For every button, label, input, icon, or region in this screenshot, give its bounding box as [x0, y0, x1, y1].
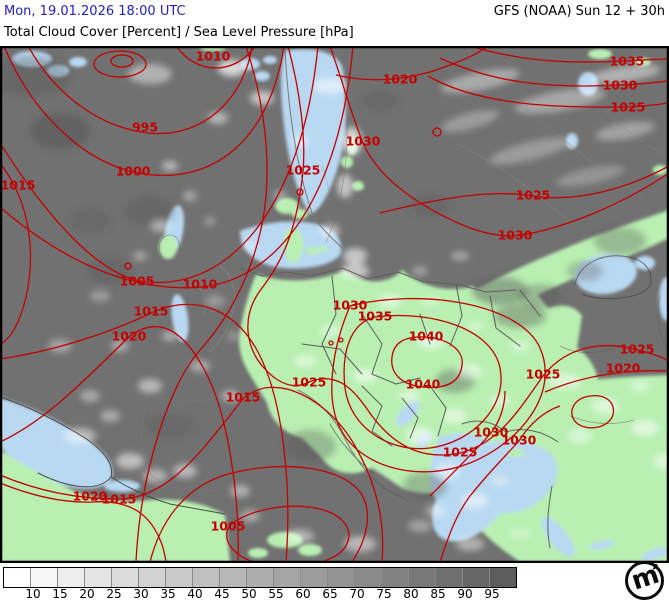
legend-tick: 50 — [241, 587, 257, 601]
isobar-label: 1015 — [134, 304, 169, 319]
isobar-label: 1030 — [333, 298, 368, 313]
isobar-label: 1030 — [502, 433, 537, 448]
map-title: Total Cloud Cover [Percent] / Sea Level … — [4, 25, 354, 40]
legend-tick: 60 — [295, 587, 311, 601]
legend-tick: 20 — [79, 587, 95, 601]
legend-cell — [463, 568, 490, 587]
legend-cell — [490, 568, 516, 587]
isobar-label: 1025 — [611, 100, 646, 115]
isobar-label: 1025 — [526, 367, 561, 382]
model-run-label: GFS (NOAA) Sun 12 + 30h — [493, 4, 665, 19]
legend-cell — [409, 568, 436, 587]
isobar-label: 1035 — [610, 54, 645, 69]
isobar-label: 1020 — [73, 489, 108, 504]
legend-cell — [382, 568, 409, 587]
isobar-label: 1025 — [292, 375, 327, 390]
isobar-label: 1020 — [383, 72, 418, 87]
isobar-label: 1015 — [226, 390, 261, 405]
legend-cell — [31, 568, 58, 587]
legend-tick: 10 — [25, 587, 41, 601]
legend-tick: 80 — [403, 587, 419, 601]
isobar-label: 1035 — [358, 309, 393, 324]
legend-tick: 65 — [322, 587, 338, 601]
isobar-label: 1025 — [620, 342, 655, 357]
legend-tick: 75 — [376, 587, 392, 601]
legend-cell — [355, 568, 382, 587]
isobar-label: 1040 — [409, 329, 444, 344]
legend-tick: 95 — [484, 587, 500, 601]
isobar-label: 1020 — [606, 361, 641, 376]
isobar-label: 1015 — [102, 492, 137, 507]
isobar-label: 1000 — [116, 164, 151, 179]
isobar-label: 1005 — [120, 274, 155, 289]
isobar-label: 1010 — [183, 277, 218, 292]
isobar-label: 1025 — [286, 163, 321, 178]
weather-map: 1010 995 1000 1015 1005 1010 1015 1020 1025 1030 1… — [0, 45, 669, 568]
legend-tick: 40 — [187, 587, 203, 601]
legend-tick: 55 — [268, 587, 284, 601]
legend-tick: 35 — [160, 587, 176, 601]
meteociel-logo: m ’ — [625, 560, 664, 600]
isobar-label: 1030 — [346, 134, 381, 149]
isobar-label: 1040 — [406, 377, 441, 392]
isobar-label: 1005 — [211, 519, 246, 534]
legend-tick-labels: 10 15 20 25 30 35 40 45 50 55 60 65 70 75 80 85 90 95 — [3, 587, 523, 601]
cloud-cover-legend: 10 15 20 25 30 35 40 45 50 55 60 65 70 75 80 85 90 95 — [3, 567, 523, 601]
isobar-label: 995 — [132, 120, 158, 135]
legend-cell — [436, 568, 463, 587]
isobar-layer — [0, 45, 669, 568]
isobar-label: 1025 — [443, 445, 478, 460]
legend-cell — [301, 568, 328, 587]
legend-cell — [112, 568, 139, 587]
legend-cell — [220, 568, 247, 587]
legend-cell — [58, 568, 85, 587]
isobar-label: 1010 — [196, 49, 231, 64]
legend-cell — [247, 568, 274, 587]
border-layer — [0, 49, 667, 549]
isobar-label: 1015 — [1, 178, 36, 193]
map-datetime: Mon, 19.01.2026 18:00 UTC — [4, 4, 186, 19]
legend-cell — [4, 568, 31, 587]
legend-cell — [139, 568, 166, 587]
legend-cell — [85, 568, 112, 587]
legend-cell — [274, 568, 301, 587]
map-frame — [0, 45, 669, 564]
legend-tick: 30 — [133, 587, 149, 601]
legend-tick: 45 — [214, 587, 230, 601]
legend-tick: 25 — [106, 587, 122, 601]
isobar-label: 1025 — [516, 188, 551, 203]
isobar-label: 1030 — [603, 78, 638, 93]
isobar-label: 1030 — [474, 425, 509, 440]
legend-colorbar — [3, 567, 517, 588]
isobar-label: 1030 — [498, 228, 533, 243]
legend-cell — [166, 568, 193, 587]
legend-tick: 90 — [457, 587, 473, 601]
isobar-label: 1020 — [112, 329, 147, 344]
legend-tick: 70 — [349, 587, 365, 601]
legend-tick: 15 — [52, 587, 68, 601]
legend-tick: 85 — [430, 587, 446, 601]
legend-cell — [328, 568, 355, 587]
legend-cell — [193, 568, 220, 587]
